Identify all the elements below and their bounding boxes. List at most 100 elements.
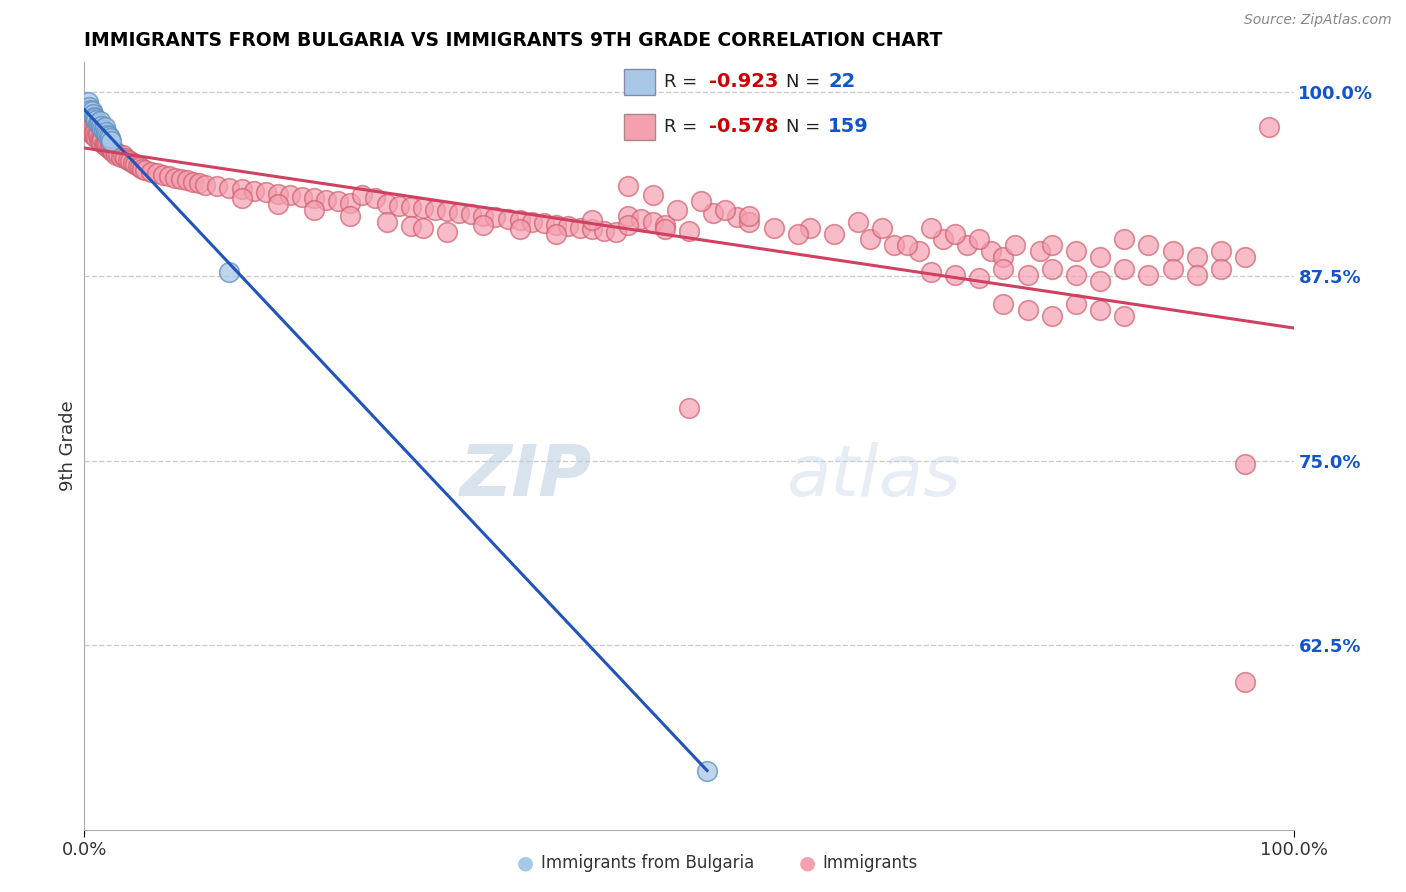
Point [77,123,100,137]
Point [100,134,122,148]
Point [738,215,761,229]
Point [291,189,314,203]
Point [302,202,325,217]
Point [412,220,434,235]
FancyBboxPatch shape [624,114,655,140]
Point [557,219,579,234]
Point [967,232,990,246]
Point [1161,262,1184,277]
Point [91,132,114,146]
Point [993,250,1015,264]
Point [1040,238,1063,252]
Point [1234,457,1257,471]
Point [533,216,555,230]
Point [112,148,135,162]
Point [932,232,955,246]
Point [1040,262,1063,277]
Point [302,191,325,205]
Point [1185,268,1208,282]
Point [993,297,1015,311]
Point [86,113,108,128]
Point [956,238,979,252]
Point [231,191,253,205]
Point [134,163,156,178]
Point [472,218,495,232]
Point [91,121,114,136]
Text: N =: N = [786,73,827,91]
Point [581,222,603,236]
Text: 22: 22 [828,72,855,91]
Point [1088,274,1111,288]
Text: Immigrants: Immigrants [823,855,918,872]
Point [399,200,422,214]
Point [846,215,869,229]
Point [77,121,100,136]
Point [181,175,204,189]
Point [93,136,115,151]
Point [714,202,737,217]
Point [617,209,640,223]
Point [104,144,127,158]
Point [79,103,101,117]
Point [90,135,112,149]
Point [129,160,152,174]
Point [152,168,174,182]
Point [82,107,104,121]
Point [605,225,627,239]
Point [98,130,121,145]
Point [1185,250,1208,264]
Point [375,215,398,229]
Point [799,220,821,235]
Point [690,194,713,208]
Point [97,141,120,155]
Point [165,170,187,185]
Point [920,220,942,235]
Point [725,211,748,225]
Point [1040,309,1063,323]
Point [114,152,136,166]
Point [654,218,676,232]
Point [859,232,882,246]
Point [103,145,125,160]
Text: Immigrants from Bulgaria: Immigrants from Bulgaria [541,855,755,872]
Point [484,211,506,225]
Point [1137,238,1160,252]
Point [110,150,132,164]
Point [544,227,567,241]
Point [762,220,785,235]
Point [77,95,100,110]
Point [509,222,531,236]
Point [363,191,385,205]
Point [218,181,240,195]
Point [231,182,253,196]
Y-axis label: 9th Grade: 9th Grade [59,401,77,491]
Text: R =: R = [664,73,703,91]
Text: N =: N = [786,118,827,136]
Point [544,218,567,232]
Point [617,218,640,232]
Point [423,202,446,217]
Point [89,134,111,148]
Point [120,154,142,169]
Point [509,213,531,227]
Point [1064,268,1087,282]
Point [86,130,108,145]
Point [460,207,482,221]
Point [124,157,146,171]
Point [1017,303,1039,318]
Point [90,119,112,133]
Point [86,128,108,142]
Point [1234,675,1257,690]
Point [86,116,108,130]
Point [218,265,240,279]
Point [188,177,211,191]
Point [80,104,103,119]
Point [127,159,149,173]
Point [207,179,229,194]
Point [339,195,361,210]
Text: ●: ● [517,854,534,872]
Point [89,114,111,128]
Point [520,215,543,229]
Point [100,139,122,153]
Point [267,197,290,211]
